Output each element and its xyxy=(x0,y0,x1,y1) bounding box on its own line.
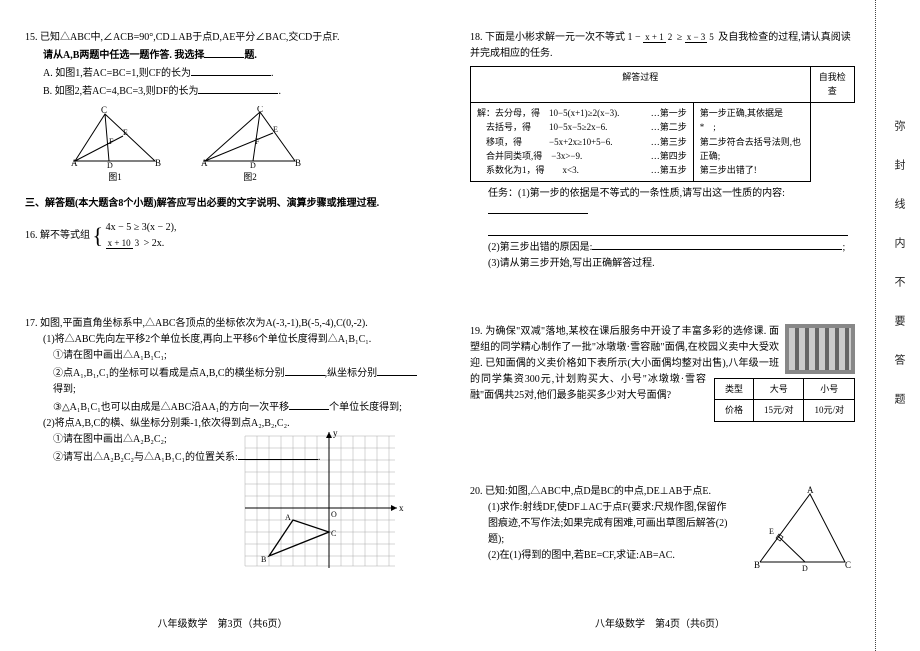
svg-text:D: D xyxy=(107,161,113,168)
question-16: 16. 解不等式组 { 4x − 5 ≥ 3(x − 2), x + 103 >… xyxy=(25,218,425,253)
svg-text:C: C xyxy=(845,560,851,570)
fraction: x + 103 xyxy=(106,239,142,248)
svg-text:A: A xyxy=(71,158,78,168)
svg-text:x: x xyxy=(399,503,404,513)
triangle-2-svg: A B C D E F xyxy=(195,106,305,168)
svg-text:y: y xyxy=(333,428,338,438)
brace-icon: { xyxy=(93,223,104,248)
svg-text:C: C xyxy=(257,106,263,114)
page-4: 18. 下面是小彬求解一元一次不等式 1 − x + 12 ≥ x − 35 及… xyxy=(445,0,875,651)
product-photo xyxy=(785,324,855,374)
q15-a-blank[interactable] xyxy=(191,64,271,76)
svg-text:D: D xyxy=(802,564,808,573)
figure-2: A B C D E F 图2 xyxy=(195,106,305,184)
price-table: 类型大号小号 价格15元/对10元/对 xyxy=(714,378,855,422)
svg-text:B: B xyxy=(155,158,161,168)
binding-margin: 弥封线内不要答题 xyxy=(875,0,920,651)
q15-optA: A. 如图1,若AC=BC=1,则CF的长为. xyxy=(25,64,425,82)
q15-b-blank[interactable] xyxy=(198,82,278,94)
svg-text:D: D xyxy=(250,161,256,168)
svg-text:A: A xyxy=(807,485,814,495)
question-15: 15. 已知△ABC中,∠ACB=90°,CD⊥AB于点D,AE平分∠BAC,交… xyxy=(25,30,425,184)
page-3: 15. 已知△ABC中,∠ACB=90°,CD⊥AB于点D,AE平分∠BAC,交… xyxy=(0,0,445,651)
q15-figures: A B C D E F 图1 A B C D E xyxy=(65,106,425,184)
svg-text:A: A xyxy=(285,513,291,522)
svg-text:C: C xyxy=(101,106,107,115)
page-4-footer: 八年级数学 第4页（共6页） xyxy=(445,617,875,633)
q15-stem: 15. 已知△ABC中,∠ACB=90°,CD⊥AB于点D,AE平分∠BAC,交… xyxy=(25,30,425,46)
q15-choice-blank[interactable] xyxy=(204,46,244,58)
triangle-1-svg: A B C D E F xyxy=(65,106,165,168)
question-17: 17. 如图,平面直角坐标系中,△ABC各顶点的坐标依次为A(-3,-1),B(… xyxy=(25,316,425,466)
question-18: 18. 下面是小彬求解一元一次不等式 1 − x + 12 ≥ x − 35 及… xyxy=(470,30,855,272)
svg-text:O: O xyxy=(331,510,337,519)
svg-text:A: A xyxy=(201,158,208,168)
q15-optB: B. 如图2,若AC=4,BC=3,则DF的长为. xyxy=(25,82,425,100)
solution-table: 解答过程自我检查 解：去分母，得 10−5(x+1)≥2(x−3).…第一步 去… xyxy=(470,66,855,182)
triangle-figure: A B C D E xyxy=(745,484,855,574)
svg-text:B: B xyxy=(754,560,760,570)
svg-text:F: F xyxy=(255,137,260,146)
figure-1: A B C D E F 图1 xyxy=(65,106,165,184)
svg-text:E: E xyxy=(123,128,128,137)
svg-text:E: E xyxy=(769,527,774,536)
svg-text:B: B xyxy=(261,555,266,564)
svg-text:B: B xyxy=(295,158,301,168)
question-20: A B C D E 20. 已知:如图,△ABC中,点D是BC的中点,DE⊥AB… xyxy=(470,484,855,574)
svg-text:C: C xyxy=(331,529,336,538)
q15-instr: 请从A,B两题中任选一题作答. 我选择题. xyxy=(25,46,425,64)
question-19: 类型大号小号 价格15元/对10元/对 19. 为确保"双减"落地,某校在课后服… xyxy=(470,324,855,422)
section-3-title: 三、解答题(本大题含8个小题)解答应写出必要的文字说明、演算步骤或推理过程. xyxy=(25,196,425,212)
svg-text:F: F xyxy=(109,137,114,146)
binding-text: 弥封线内不要答题 xyxy=(891,120,907,432)
answer-line[interactable] xyxy=(488,222,848,236)
page-3-footer: 八年级数学 第3页（共6页） xyxy=(0,617,445,633)
svg-text:E: E xyxy=(273,125,278,134)
